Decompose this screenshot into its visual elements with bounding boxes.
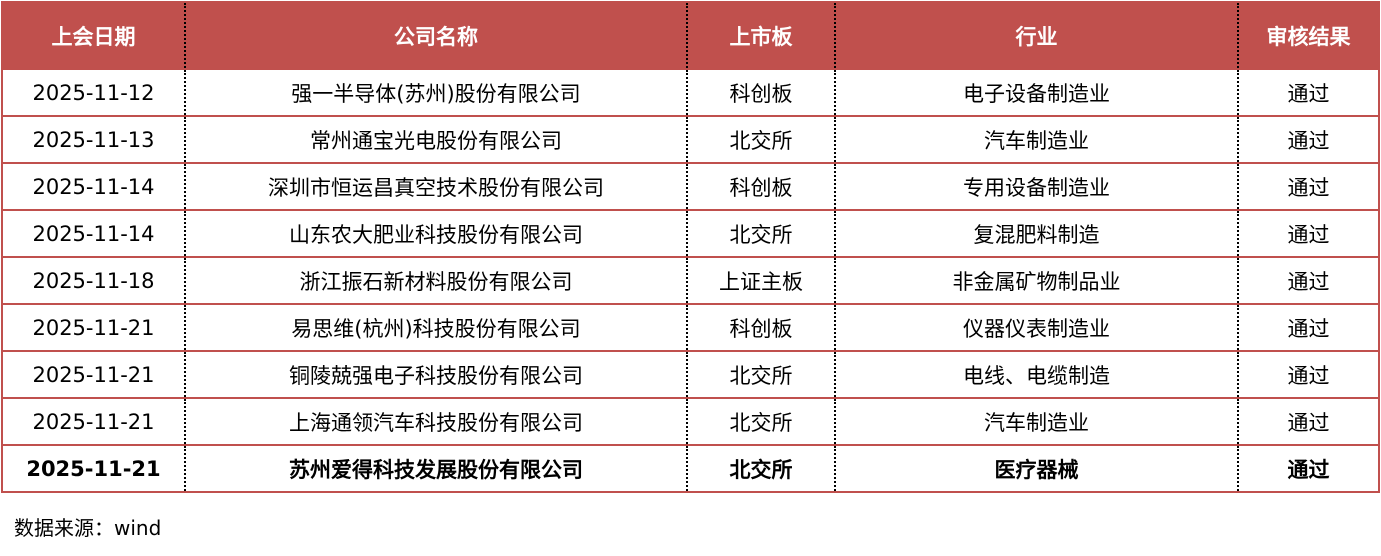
cell-review-result: 通过 bbox=[1237, 444, 1379, 492]
table-row: 2025-11-14 山东农大肥业科技股份有限公司 北交所 复混肥料制造 通过 bbox=[2, 209, 1379, 257]
cell-meeting-date: 2025-11-21 bbox=[2, 444, 185, 492]
cell-industry: 非金属矿物制品业 bbox=[834, 256, 1238, 304]
cell-review-result: 通过 bbox=[1237, 162, 1379, 210]
cell-review-result: 通过 bbox=[1237, 303, 1379, 351]
cell-company-name: 深圳市恒运昌真空技术股份有限公司 bbox=[184, 162, 687, 210]
cell-industry: 仪器仪表制造业 bbox=[834, 303, 1238, 351]
header-review-result: 审核结果 bbox=[1237, 2, 1379, 69]
cell-listing-board: 上证主板 bbox=[686, 256, 835, 304]
cell-meeting-date: 2025-11-13 bbox=[2, 115, 185, 163]
cell-meeting-date: 2025-11-21 bbox=[2, 350, 185, 398]
data-source-note: 数据来源：wind bbox=[14, 516, 162, 540]
cell-listing-board: 科创板 bbox=[686, 162, 835, 210]
header-industry: 行业 bbox=[834, 2, 1238, 69]
header-company-name: 公司名称 bbox=[184, 2, 687, 69]
table-header-row: 上会日期 公司名称 上市板 行业 审核结果 bbox=[2, 2, 1379, 69]
cell-listing-board: 北交所 bbox=[686, 115, 835, 163]
cell-industry: 汽车制造业 bbox=[834, 115, 1238, 163]
cell-review-result: 通过 bbox=[1237, 256, 1379, 304]
table-row: 2025-11-21 铜陵兢强电子科技股份有限公司 北交所 电线、电缆制造 通过 bbox=[2, 350, 1379, 398]
cell-company-name: 苏州爱得科技发展股份有限公司 bbox=[184, 444, 687, 492]
cell-industry: 医疗器械 bbox=[834, 444, 1238, 492]
cell-review-result: 通过 bbox=[1237, 209, 1379, 257]
cell-industry: 电子设备制造业 bbox=[834, 68, 1238, 116]
cell-industry: 复混肥料制造 bbox=[834, 209, 1238, 257]
cell-company-name: 山东农大肥业科技股份有限公司 bbox=[184, 209, 687, 257]
table-row: 2025-11-21 上海通领汽车科技股份有限公司 北交所 汽车制造业 通过 bbox=[2, 397, 1379, 445]
cell-listing-board: 科创板 bbox=[686, 68, 835, 116]
cell-meeting-date: 2025-11-18 bbox=[2, 256, 185, 304]
cell-review-result: 通过 bbox=[1237, 397, 1379, 445]
cell-company-name: 铜陵兢强电子科技股份有限公司 bbox=[184, 350, 687, 398]
table-row: 2025-11-14 深圳市恒运昌真空技术股份有限公司 科创板 专用设备制造业 通过 bbox=[2, 162, 1379, 210]
cell-listing-board: 北交所 bbox=[686, 350, 835, 398]
cell-company-name: 浙江振石新材料股份有限公司 bbox=[184, 256, 687, 304]
table-row: 2025-11-13 常州通宝光电股份有限公司 北交所 汽车制造业 通过 bbox=[2, 115, 1379, 163]
table-row: 2025-11-21 易思维(杭州)科技股份有限公司 科创板 仪器仪表制造业 通过 bbox=[2, 303, 1379, 351]
cell-review-result: 通过 bbox=[1237, 350, 1379, 398]
header-listing-board: 上市板 bbox=[686, 2, 835, 69]
cell-listing-board: 北交所 bbox=[686, 444, 835, 492]
header-meeting-date: 上会日期 bbox=[2, 2, 185, 69]
cell-company-name: 上海通领汽车科技股份有限公司 bbox=[184, 397, 687, 445]
cell-industry: 电线、电缆制造 bbox=[834, 350, 1238, 398]
cell-meeting-date: 2025-11-14 bbox=[2, 162, 185, 210]
cell-meeting-date: 2025-11-21 bbox=[2, 397, 185, 445]
cell-meeting-date: 2025-11-12 bbox=[2, 68, 185, 116]
ipo-review-table: 上会日期 公司名称 上市板 行业 审核结果 2025-11-12 强一半导体(苏州)股份有… bbox=[1, 1, 1380, 493]
cell-meeting-date: 2025-11-14 bbox=[2, 209, 185, 257]
cell-company-name: 强一半导体(苏州)股份有限公司 bbox=[184, 68, 687, 116]
cell-meeting-date: 2025-11-21 bbox=[2, 303, 185, 351]
table-row: 2025-11-21 苏州爱得科技发展股份有限公司 北交所 医疗器械 通过 bbox=[2, 444, 1379, 492]
cell-industry: 汽车制造业 bbox=[834, 397, 1238, 445]
cell-review-result: 通过 bbox=[1237, 68, 1379, 116]
table-row: 2025-11-12 强一半导体(苏州)股份有限公司 科创板 电子设备制造业 通过 bbox=[2, 68, 1379, 116]
table-row: 2025-11-18 浙江振石新材料股份有限公司 上证主板 非金属矿物制品业 通过 bbox=[2, 256, 1379, 304]
cell-industry: 专用设备制造业 bbox=[834, 162, 1238, 210]
cell-listing-board: 北交所 bbox=[686, 209, 835, 257]
cell-company-name: 常州通宝光电股份有限公司 bbox=[184, 115, 687, 163]
cell-review-result: 通过 bbox=[1237, 115, 1379, 163]
cell-listing-board: 科创板 bbox=[686, 303, 835, 351]
cell-listing-board: 北交所 bbox=[686, 397, 835, 445]
cell-company-name: 易思维(杭州)科技股份有限公司 bbox=[184, 303, 687, 351]
